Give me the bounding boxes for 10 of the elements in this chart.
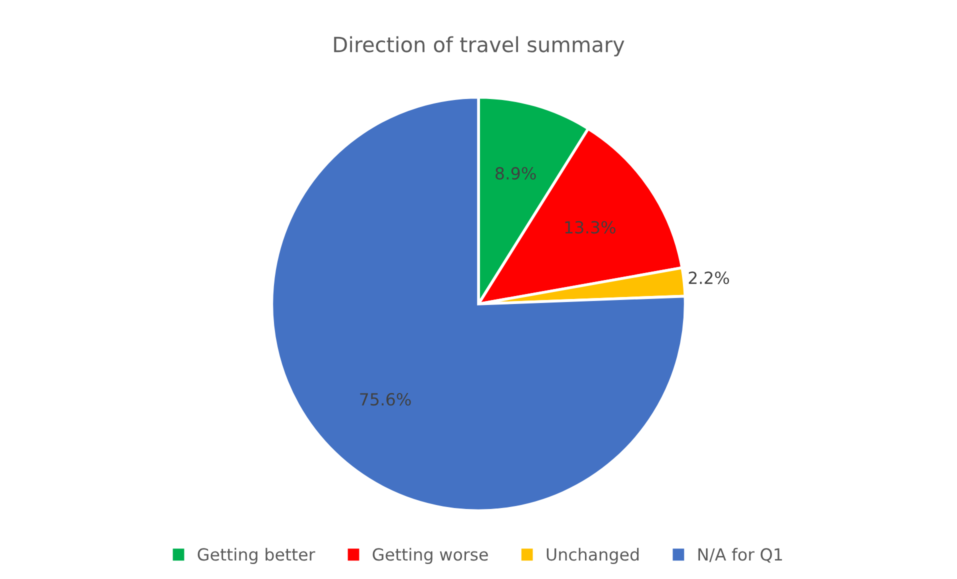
pie-slice	[270, 96, 687, 512]
data-label: 2.2%	[688, 272, 730, 284]
chart-title: Direction of travel summary	[334, 36, 624, 56]
data-label: 13.3%	[565, 221, 616, 234]
data-label: 8.9%	[496, 167, 536, 180]
legend-label: N/A for Q1	[698, 548, 782, 563]
data-label: 75.6%	[360, 393, 411, 406]
legend-label: Unchanged	[546, 548, 639, 564]
legend-label: Getting better	[198, 548, 316, 564]
legend-label: Getting worse	[372, 548, 488, 564]
